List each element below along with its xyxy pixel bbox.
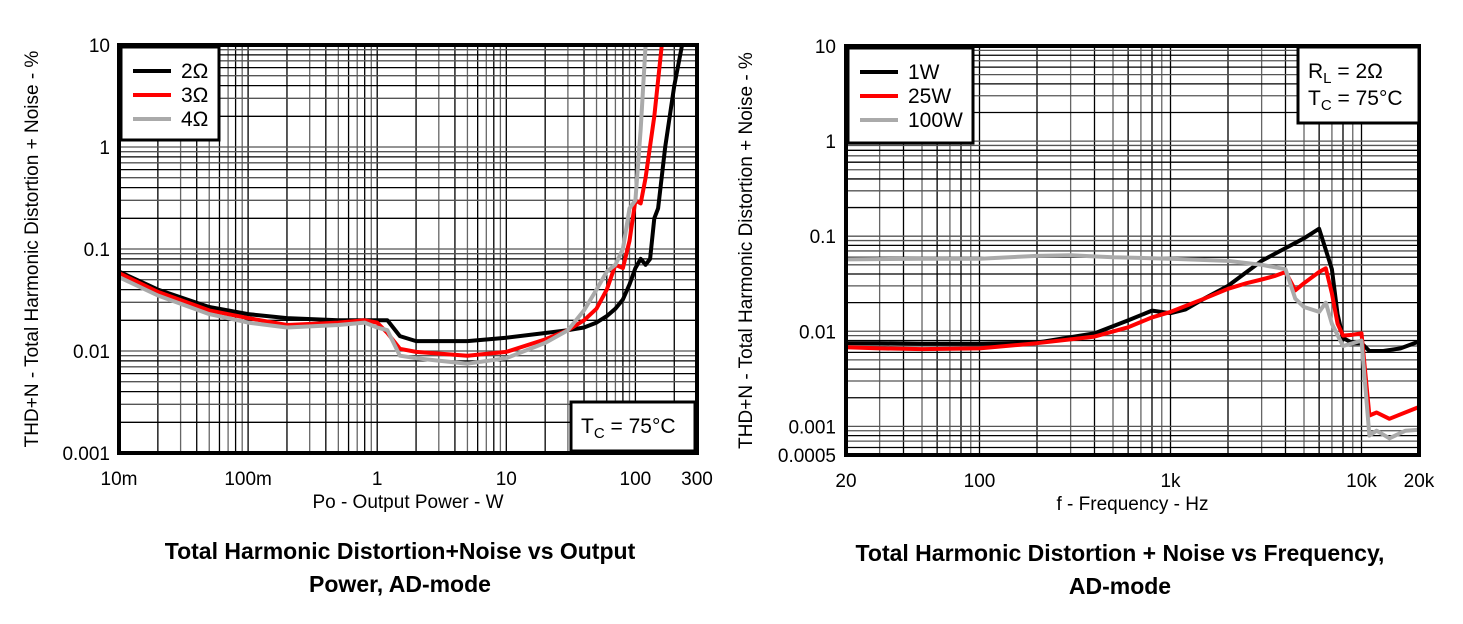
y-tick-label: 0.0005 bbox=[778, 446, 836, 467]
y-tick-label: 0.01 bbox=[73, 342, 110, 363]
chart-caption-power: Total Harmonic Distortion+Noise vs Outpu… bbox=[100, 535, 700, 601]
x-tick-label: 1k bbox=[1160, 471, 1181, 492]
series-line-2Ω bbox=[118, 44, 685, 344]
series-line-3Ω bbox=[118, 44, 664, 358]
x-tick-label: 100m bbox=[224, 469, 272, 490]
caption-line: Total Harmonic Distortion+Noise vs Outpu… bbox=[164, 538, 636, 564]
y-tick-label: 0.001 bbox=[788, 417, 836, 438]
annotation-symbol: T bbox=[1308, 87, 1321, 110]
annotation-value: = 75°C bbox=[605, 415, 676, 438]
annotation-subscript: C bbox=[594, 425, 605, 442]
y-tick-label: 0.1 bbox=[84, 240, 110, 261]
legend-label: 2Ω bbox=[181, 60, 208, 83]
annotation-text: TC = 75°C bbox=[581, 415, 676, 442]
x-tick-label: 10m bbox=[101, 469, 138, 490]
x-tick-label: 300 bbox=[681, 469, 713, 490]
y-tick-label: 0.001 bbox=[62, 444, 110, 465]
y-axis-label: THD+N - Total Harmonic Distortion + Nois… bbox=[22, 51, 43, 448]
x-tick-label: 100 bbox=[620, 469, 652, 490]
x-axis-label: Po - Output Power - W bbox=[312, 492, 503, 513]
plot-frame bbox=[844, 44, 1421, 457]
grid bbox=[846, 46, 1419, 455]
y-axis-label: THD+N - Total Harmonic Distortion + Nois… bbox=[736, 52, 757, 449]
legend-label: 4Ω bbox=[181, 108, 208, 131]
annotation: TC = 75°C bbox=[569, 400, 697, 453]
annotation-value: = 75°C bbox=[1332, 87, 1403, 110]
y-tick-label: 1 bbox=[825, 132, 836, 153]
y-tick-label: 10 bbox=[815, 37, 836, 58]
caption-line: Total Harmonic Distortion + Noise vs Fre… bbox=[855, 540, 1385, 566]
annotation-subscript: C bbox=[1321, 97, 1332, 114]
legend-label: 1W bbox=[908, 61, 940, 84]
caption-line: AD-mode bbox=[1068, 573, 1172, 599]
annotation-text: TC = 75°C bbox=[1308, 87, 1403, 114]
series-line-25W bbox=[845, 266, 1420, 421]
plot-frame bbox=[117, 43, 699, 455]
y-tick-label: 1 bbox=[99, 138, 110, 159]
x-axis-label: f - Frequency - Hz bbox=[1056, 494, 1208, 515]
annotation-text: RL = 2Ω bbox=[1308, 60, 1383, 87]
legend-label: 100W bbox=[908, 109, 963, 132]
x-tick-label: 10 bbox=[496, 469, 517, 490]
x-tick-label: 10k bbox=[1346, 471, 1377, 492]
legend-label: 25W bbox=[908, 85, 951, 108]
series-line-100W bbox=[845, 253, 1420, 441]
y-tick-label: 10 bbox=[89, 36, 110, 57]
y-tick-label: 0.01 bbox=[799, 322, 836, 343]
legend-label: 3Ω bbox=[181, 84, 208, 107]
x-tick-label: 100 bbox=[964, 471, 996, 492]
annotation-symbol: T bbox=[581, 415, 594, 438]
y-tick-label: 0.1 bbox=[810, 227, 836, 248]
caption-line: Power, AD-mode bbox=[309, 571, 491, 597]
x-tick-label: 20k bbox=[1404, 471, 1435, 492]
x-tick-label: 1 bbox=[372, 469, 383, 490]
annotation-value: = 2Ω bbox=[1332, 60, 1383, 83]
annotation-box bbox=[569, 400, 697, 453]
annotation-box bbox=[1296, 45, 1421, 125]
chart-caption-frequency: Total Harmonic Distortion + Noise vs Fre… bbox=[780, 537, 1460, 603]
series-line-4Ω bbox=[118, 44, 648, 366]
x-tick-label: 20 bbox=[835, 471, 856, 492]
annotation-subscript: L bbox=[1323, 70, 1331, 87]
annotation-symbol: R bbox=[1308, 60, 1323, 83]
